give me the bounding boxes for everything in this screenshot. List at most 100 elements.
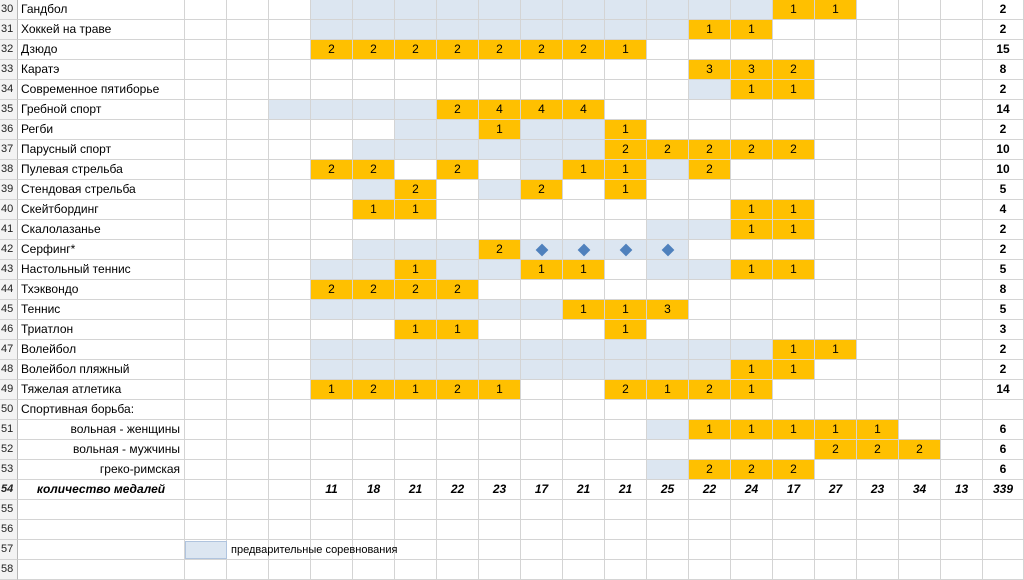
day-cell[interactable]	[311, 60, 353, 80]
empty-cell[interactable]	[227, 420, 269, 440]
day-cell[interactable]	[689, 560, 731, 580]
row-number[interactable]: 36	[0, 120, 18, 140]
day-cell[interactable]	[899, 220, 941, 240]
day-cell[interactable]	[563, 320, 605, 340]
medal-event-cell[interactable]: 1	[521, 260, 563, 280]
day-cell[interactable]	[605, 400, 647, 420]
day-cell[interactable]	[605, 60, 647, 80]
row-number[interactable]: 56	[0, 520, 18, 540]
preliminary-cell[interactable]	[521, 20, 563, 40]
day-cell[interactable]	[605, 280, 647, 300]
day-cell[interactable]	[437, 440, 479, 460]
day-cell[interactable]	[479, 420, 521, 440]
day-cell[interactable]	[815, 80, 857, 100]
day-cell[interactable]	[353, 320, 395, 340]
medal-event-cell[interactable]: 1	[773, 220, 815, 240]
empty-cell[interactable]	[227, 140, 269, 160]
day-cell[interactable]	[563, 500, 605, 520]
empty-cell[interactable]	[185, 80, 227, 100]
medal-event-cell[interactable]: 1	[773, 360, 815, 380]
medal-event-cell[interactable]: 1	[731, 200, 773, 220]
medal-event-cell[interactable]: 1	[395, 320, 437, 340]
medal-count-cell[interactable]: 23	[857, 480, 899, 500]
empty-cell[interactable]	[227, 320, 269, 340]
day-cell[interactable]	[773, 180, 815, 200]
day-cell[interactable]	[899, 200, 941, 220]
day-cell[interactable]	[521, 280, 563, 300]
preliminary-cell[interactable]	[605, 0, 647, 20]
empty-cell[interactable]	[185, 320, 227, 340]
row-number[interactable]: 33	[0, 60, 18, 80]
medal-count-cell[interactable]: 11	[311, 480, 353, 500]
day-cell[interactable]	[689, 300, 731, 320]
day-cell[interactable]	[395, 400, 437, 420]
day-cell[interactable]	[479, 320, 521, 340]
medal-event-cell[interactable]: 1	[773, 0, 815, 20]
day-cell[interactable]	[857, 500, 899, 520]
day-cell[interactable]	[689, 40, 731, 60]
day-cell[interactable]	[731, 400, 773, 420]
medal-event-cell[interactable]: 1	[857, 420, 899, 440]
day-cell[interactable]	[773, 20, 815, 40]
sport-name-cell[interactable]: Стендовая стрельба	[18, 180, 185, 200]
day-cell[interactable]	[353, 60, 395, 80]
medal-event-cell[interactable]: 2	[731, 140, 773, 160]
preliminary-cell[interactable]	[437, 0, 479, 20]
day-cell[interactable]	[269, 200, 311, 220]
row-number[interactable]: 45	[0, 300, 18, 320]
day-cell[interactable]	[647, 560, 689, 580]
day-cell[interactable]	[647, 280, 689, 300]
day-cell[interactable]	[689, 280, 731, 300]
preliminary-cell[interactable]	[437, 340, 479, 360]
sport-name-cell[interactable]	[18, 560, 185, 580]
day-cell[interactable]	[605, 220, 647, 240]
day-cell[interactable]	[647, 80, 689, 100]
row-number[interactable]: 48	[0, 360, 18, 380]
row-number[interactable]: 39	[0, 180, 18, 200]
day-cell[interactable]	[899, 100, 941, 120]
preliminary-cell[interactable]	[395, 20, 437, 40]
day-cell[interactable]	[941, 420, 983, 440]
empty-cell[interactable]	[185, 20, 227, 40]
sport-name-cell[interactable]	[18, 520, 185, 540]
preliminary-cell[interactable]	[353, 180, 395, 200]
day-cell[interactable]	[479, 280, 521, 300]
day-cell[interactable]	[773, 440, 815, 460]
day-cell[interactable]	[899, 280, 941, 300]
day-cell[interactable]	[857, 0, 899, 20]
row-number[interactable]: 40	[0, 200, 18, 220]
day-cell[interactable]	[815, 560, 857, 580]
empty-cell[interactable]	[185, 420, 227, 440]
day-cell[interactable]	[941, 280, 983, 300]
preliminary-cell[interactable]	[353, 100, 395, 120]
day-cell[interactable]	[521, 200, 563, 220]
empty-cell[interactable]	[227, 480, 269, 500]
day-cell[interactable]	[563, 240, 605, 260]
sport-name-cell[interactable]: Дзюдо	[18, 40, 185, 60]
day-cell[interactable]	[269, 80, 311, 100]
medal-event-cell[interactable]: 2	[689, 140, 731, 160]
preliminary-cell[interactable]	[353, 300, 395, 320]
day-cell[interactable]	[689, 440, 731, 460]
medal-event-cell[interactable]: 1	[605, 40, 647, 60]
medal-count-cell[interactable]: 21	[563, 480, 605, 500]
empty-cell[interactable]	[185, 120, 227, 140]
preliminary-cell[interactable]	[521, 340, 563, 360]
day-cell[interactable]	[731, 560, 773, 580]
total-cell[interactable]	[983, 500, 1024, 520]
total-cell[interactable]: 15	[983, 40, 1024, 60]
day-cell[interactable]	[857, 60, 899, 80]
day-cell[interactable]	[311, 200, 353, 220]
preliminary-cell[interactable]	[479, 20, 521, 40]
medal-event-cell[interactable]: 2	[773, 60, 815, 80]
total-cell[interactable]	[983, 560, 1024, 580]
day-cell[interactable]	[479, 500, 521, 520]
day-cell[interactable]	[269, 300, 311, 320]
day-cell[interactable]	[941, 440, 983, 460]
day-cell[interactable]	[815, 240, 857, 260]
day-cell[interactable]	[269, 280, 311, 300]
preliminary-cell[interactable]	[605, 20, 647, 40]
day-cell[interactable]	[773, 40, 815, 60]
day-cell[interactable]	[395, 560, 437, 580]
